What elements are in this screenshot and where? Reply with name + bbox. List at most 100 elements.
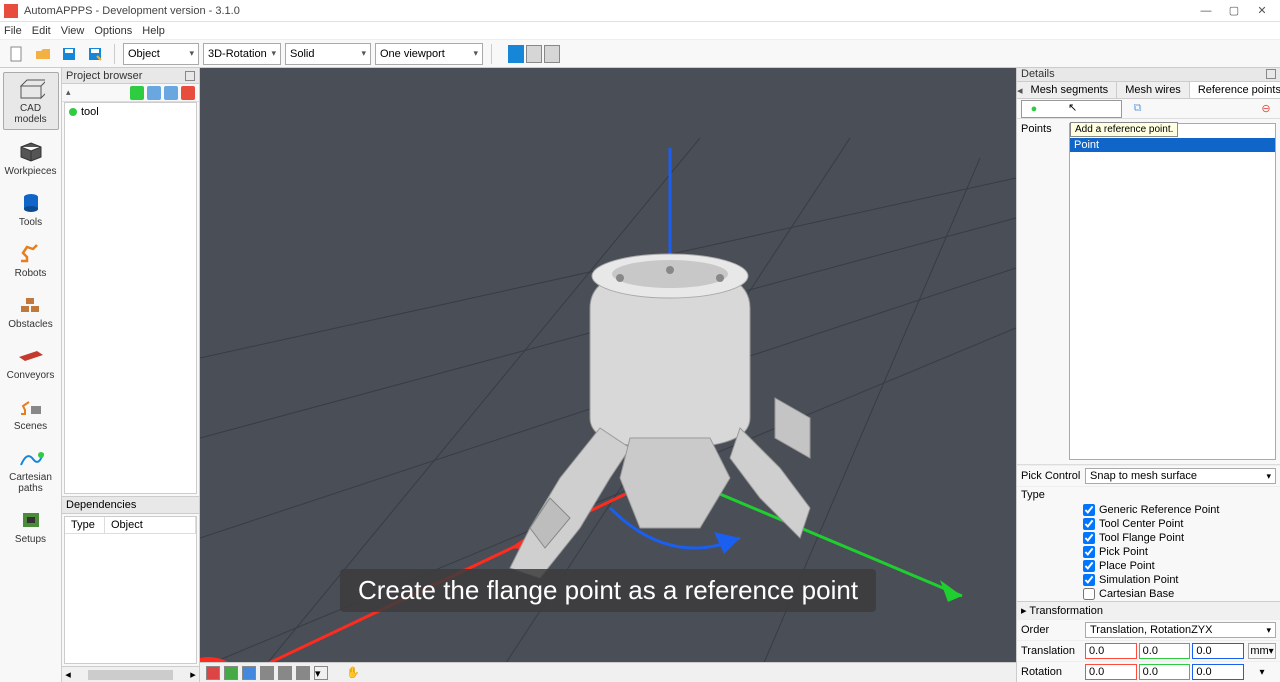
tab-mesh-segments[interactable]: Mesh segments [1023, 82, 1118, 99]
dep-col-type: Type [65, 517, 105, 533]
nav-cartesian-paths[interactable]: Cartesian paths [3, 442, 59, 498]
tab-mesh-wires[interactable]: Mesh wires [1117, 82, 1190, 99]
pick-control-select[interactable]: Snap to mesh surface▾ [1085, 468, 1276, 484]
view-dropdown[interactable]: ▾ [314, 666, 328, 680]
new-button[interactable] [6, 43, 28, 65]
tree-item-label: tool [81, 106, 99, 118]
tab-reference-points[interactable]: Reference points [1190, 82, 1280, 99]
open-button[interactable] [32, 43, 54, 65]
delete-point-button[interactable]: ⊖ [1256, 101, 1276, 117]
tree-button-2[interactable] [164, 86, 178, 100]
menu-view[interactable]: View [61, 25, 85, 37]
rotation-unit-select[interactable]: ▾ [1248, 664, 1276, 680]
points-list[interactable]: Add a reference point. [1069, 123, 1276, 460]
details-panel: Details ◂ Mesh segments Mesh wires Refer… [1016, 68, 1280, 682]
viewport-select[interactable]: One viewport▾ [375, 43, 483, 65]
nav-tools[interactable]: Tools [3, 187, 59, 232]
close-button[interactable]: ✕ [1248, 1, 1276, 21]
nav-cad-models[interactable]: CAD models [3, 72, 59, 130]
rotation-z-input[interactable]: 0.0 [1192, 664, 1244, 680]
chevron-up-icon[interactable]: ▴ [66, 87, 71, 98]
view-cube-3[interactable] [242, 666, 256, 680]
left-navigator: CAD models Workpieces Tools Robots Obstacles… [0, 68, 62, 682]
menu-edit[interactable]: Edit [32, 25, 51, 37]
view-cube-2[interactable] [224, 666, 238, 680]
nav-scenes[interactable]: Scenes [3, 391, 59, 436]
menu-help[interactable]: Help [142, 25, 165, 37]
order-select[interactable]: Translation, RotationZYX▾ [1085, 622, 1276, 638]
type-check-tool-flange-point[interactable]: Tool Flange Point [1083, 531, 1276, 545]
project-browser-panel: Project browser ▴ tool Dependencies Type… [62, 68, 200, 682]
main-toolbar: Object▾ 3D-Rotation▾ Solid▾ One viewport… [0, 40, 1280, 68]
save-button[interactable] [58, 43, 80, 65]
3d-viewport[interactable]: Create the flange point as a reference p… [200, 68, 1016, 682]
maximize-button[interactable]: ▢ [1220, 1, 1248, 21]
window-title: AutomAPPPS - Development version - 3.1.0 [24, 5, 1192, 17]
hand-tool-icon[interactable]: ✋ [346, 666, 360, 680]
mode-select[interactable]: Object▾ [123, 43, 199, 65]
type-check-simulation-point[interactable]: Simulation Point [1083, 573, 1276, 587]
menu-options[interactable]: Options [94, 25, 132, 37]
details-header: Details [1017, 68, 1280, 82]
shading-select[interactable]: Solid▾ [285, 43, 371, 65]
pick-control-label: Pick Control [1021, 470, 1081, 482]
add-point-tooltip: Add a reference point. [1070, 122, 1178, 137]
cursor-icon: ↖ [1068, 101, 1077, 114]
type-check-cartesian-base[interactable]: Cartesian Base [1083, 587, 1276, 601]
panel-expand-icon[interactable] [1266, 69, 1276, 79]
panel-expand-icon[interactable] [185, 71, 195, 81]
viewport-layout-buttons[interactable] [508, 45, 560, 63]
project-tree[interactable]: tool [64, 102, 197, 494]
caption-overlay: Create the flange point as a reference p… [340, 569, 876, 612]
type-check-tool-center-point[interactable]: Tool Center Point [1083, 517, 1276, 531]
view-cube-5[interactable] [278, 666, 292, 680]
translation-x-input[interactable]: 0.0 [1085, 643, 1137, 659]
minimize-button[interactable]: — [1192, 1, 1220, 21]
menu-file[interactable]: File [4, 25, 22, 37]
rotation-y-input[interactable]: 0.0 [1139, 664, 1191, 680]
transformation-header: ▸ Transformation [1017, 601, 1280, 619]
type-label: Type [1021, 489, 1081, 501]
tree-item-tool[interactable]: tool [67, 105, 194, 119]
type-check-pick-point[interactable]: Pick Point [1083, 545, 1276, 559]
view-cube-6[interactable] [296, 666, 310, 680]
rotation-select[interactable]: 3D-Rotation▾ [203, 43, 281, 65]
rotation-x-input[interactable]: 0.0 [1085, 664, 1137, 680]
saveas-button[interactable] [84, 43, 106, 65]
details-tabs: ◂ Mesh segments Mesh wires Reference poi… [1017, 82, 1280, 99]
project-browser-header: Project browser [62, 68, 199, 84]
point-item-editing[interactable] [1070, 138, 1275, 152]
translation-y-input[interactable]: 0.0 [1139, 643, 1191, 659]
horizontal-scrollbar[interactable]: ◂ ▸ [62, 666, 199, 682]
nav-conveyors[interactable]: Conveyors [3, 340, 59, 385]
plus-icon: ● [1022, 101, 1046, 117]
rotation-label: Rotation [1021, 666, 1081, 678]
dep-col-object: Object [105, 517, 196, 533]
type-check-generic-reference-point[interactable]: Generic Reference Point [1083, 503, 1276, 517]
nav-setups[interactable]: Setups [3, 504, 59, 549]
nav-robots[interactable]: Robots [3, 238, 59, 283]
delete-item-button[interactable] [181, 86, 195, 100]
nav-obstacles[interactable]: Obstacles [3, 289, 59, 334]
nav-workpieces[interactable]: Workpieces [3, 136, 59, 181]
order-label: Order [1021, 624, 1081, 636]
status-dot-icon [69, 108, 77, 116]
point-name-input[interactable] [1074, 139, 1114, 151]
translation-label: Translation [1021, 645, 1081, 657]
view-cube-4[interactable] [260, 666, 274, 680]
viewport-bottom-toolbar: ▾ ✋ [200, 662, 1016, 682]
tree-button-1[interactable] [147, 86, 161, 100]
titlebar: AutomAPPPS - Development version - 3.1.0… [0, 0, 1280, 22]
add-point-button[interactable]: ● ↖ [1021, 100, 1122, 118]
copy-point-button[interactable]: ⧉ [1126, 101, 1150, 117]
add-item-button[interactable] [130, 86, 144, 100]
dependencies-header: Dependencies [62, 497, 199, 514]
type-check-place-point[interactable]: Place Point [1083, 559, 1276, 573]
points-label: Points [1021, 123, 1063, 460]
menubar: File Edit View Options Help [0, 22, 1280, 40]
translation-z-input[interactable]: 0.0 [1192, 643, 1244, 659]
unit-select[interactable]: mm ▾ [1248, 643, 1276, 659]
view-cube-1[interactable] [206, 666, 220, 680]
app-icon [4, 4, 18, 18]
dependencies-table[interactable]: Type Object [64, 516, 197, 664]
